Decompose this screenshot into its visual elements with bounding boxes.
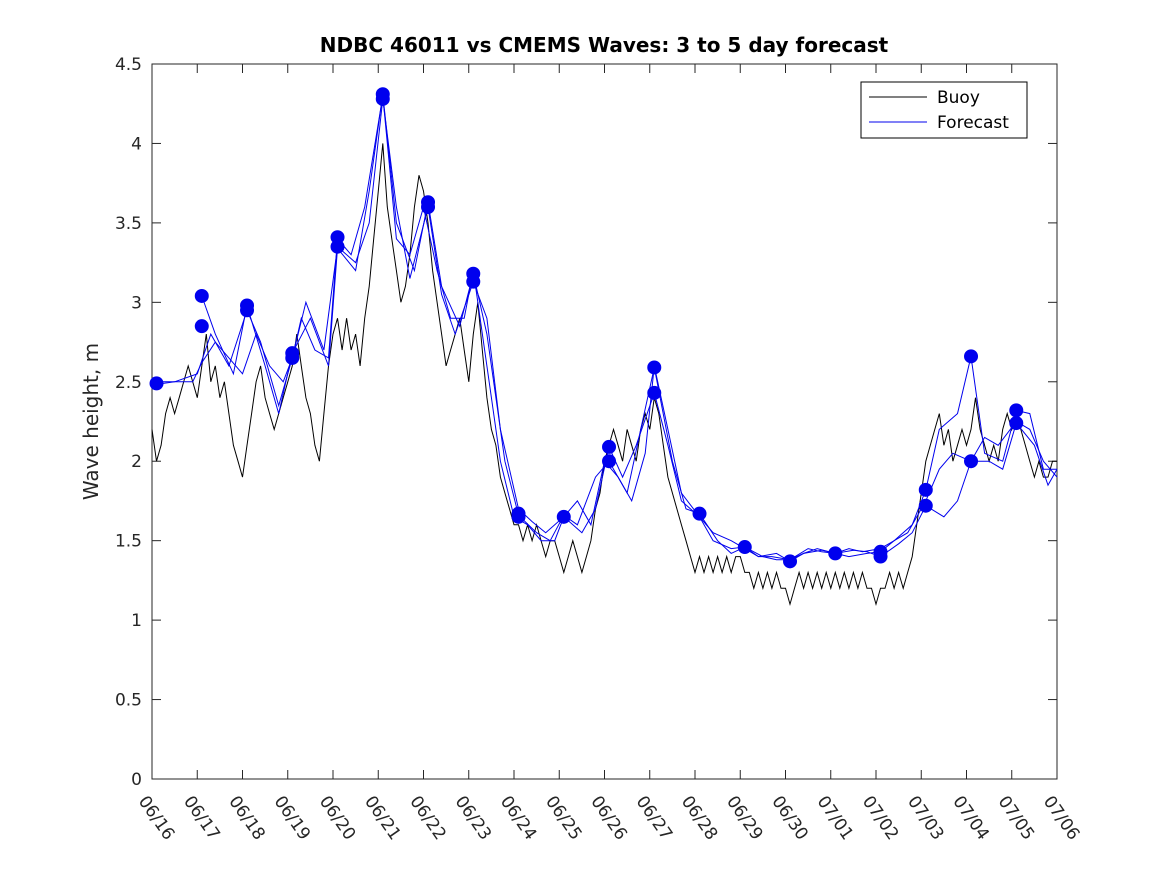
y-tick-label: 3.5: [115, 214, 142, 234]
y-axis-label: Wave height, m: [79, 343, 103, 500]
forecast-marker: [330, 239, 345, 254]
forecast-marker: [511, 509, 526, 524]
y-tick-label: 0.5: [115, 691, 142, 711]
forecast-marker: [240, 303, 255, 318]
forecast-marker: [1009, 416, 1024, 431]
forecast-marker: [285, 350, 300, 365]
chart-title: NDBC 46011 vs CMEMS Waves: 3 to 5 day fo…: [320, 33, 889, 57]
forecast-marker: [194, 319, 209, 334]
forecast-marker: [964, 454, 979, 469]
forecast-marker: [375, 91, 390, 106]
legend-buoy-label: Buoy: [937, 88, 980, 108]
y-tick-label: 4: [131, 134, 142, 154]
y-tick-label: 2: [131, 452, 142, 472]
legend-box: [860, 81, 1028, 139]
y-tick-label: 2.5: [115, 373, 142, 393]
forecast-marker: [556, 509, 571, 524]
forecast-marker: [194, 288, 209, 303]
y-tick-label: 3: [131, 293, 142, 313]
forecast-marker: [783, 554, 798, 569]
forecast-marker: [918, 482, 933, 497]
forecast-marker: [602, 454, 617, 469]
forecast-marker: [964, 349, 979, 364]
y-tick-label: 1.5: [115, 532, 142, 552]
forecast-marker: [873, 549, 888, 564]
forecast-marker: [466, 274, 481, 289]
forecast-marker: [737, 540, 752, 555]
forecast-marker: [692, 506, 707, 521]
forecast-marker: [602, 439, 617, 454]
forecast-marker: [647, 360, 662, 375]
forecast-marker: [918, 498, 933, 513]
forecast-marker: [828, 546, 843, 561]
forecast-marker: [149, 376, 164, 391]
legend: Buoy Forecast: [860, 81, 1028, 139]
y-tick-label: 1: [131, 611, 142, 631]
legend-forecast-label: Forecast: [937, 113, 1009, 133]
forecast-marker: [421, 200, 436, 214]
forecast-series-line: [201, 94, 1058, 561]
y-tick-label: 4.5: [115, 55, 142, 75]
forecast-marker: [1009, 403, 1024, 418]
forecast-marker: [647, 385, 662, 400]
y-tick-label: 0: [131, 770, 142, 790]
